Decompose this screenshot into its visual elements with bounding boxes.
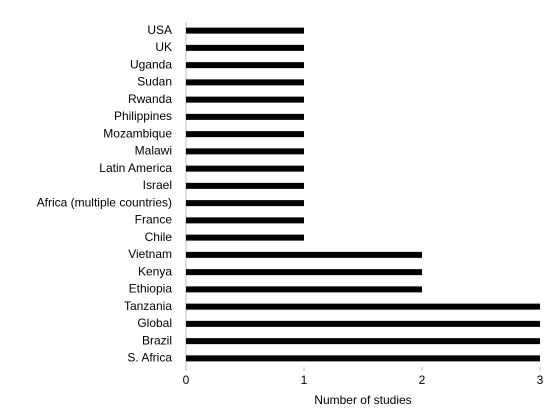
bar (186, 269, 422, 276)
x-tick-label: 1 (301, 373, 308, 387)
y-tick-label: Latin America (99, 161, 172, 175)
y-tick-label: Africa (multiple countries) (37, 195, 172, 209)
bar (186, 320, 540, 327)
bar (186, 165, 304, 172)
x-tick-label: 0 (183, 373, 190, 387)
bar (186, 182, 304, 189)
y-tick-label: Philippines (114, 109, 172, 123)
y-tick-label: Mozambique (103, 126, 172, 140)
bar (186, 200, 304, 207)
y-tick-label: Israel (143, 178, 172, 192)
y-tick-label: Rwanda (128, 92, 172, 106)
bar (186, 44, 304, 51)
bar (186, 113, 304, 120)
y-tick-label: Ethiopia (129, 282, 173, 296)
bar (186, 234, 304, 241)
bar (186, 79, 304, 86)
bar (186, 62, 304, 69)
bar (186, 286, 422, 293)
y-tick-label: Malawi (135, 144, 172, 158)
y-tick-label: Global (137, 316, 172, 330)
bar (186, 338, 540, 345)
y-tick-label: Brazil (142, 333, 172, 347)
bar (186, 131, 304, 138)
y-tick-label: France (135, 213, 173, 227)
x-tick-label: 3 (537, 373, 544, 387)
x-tick-label: 2 (419, 373, 426, 387)
y-tick-label: UK (155, 40, 172, 54)
y-tick-label: Tanzania (124, 299, 172, 313)
y-tick-label: Vietnam (128, 247, 172, 261)
y-tick-label: S. Africa (127, 351, 172, 365)
bar (186, 251, 422, 258)
bar (186, 355, 540, 362)
bar (186, 303, 540, 310)
y-tick-label: Uganda (130, 57, 172, 71)
y-tick-label: Kenya (138, 264, 172, 278)
bar (186, 96, 304, 103)
y-tick-label: Sudan (137, 75, 172, 89)
y-tick-label: USA (147, 23, 172, 37)
bar (186, 27, 304, 34)
y-tick-label: Chile (145, 230, 173, 244)
bar (186, 217, 304, 224)
x-axis-title: Number of studies (314, 393, 411, 407)
bar (186, 148, 304, 155)
